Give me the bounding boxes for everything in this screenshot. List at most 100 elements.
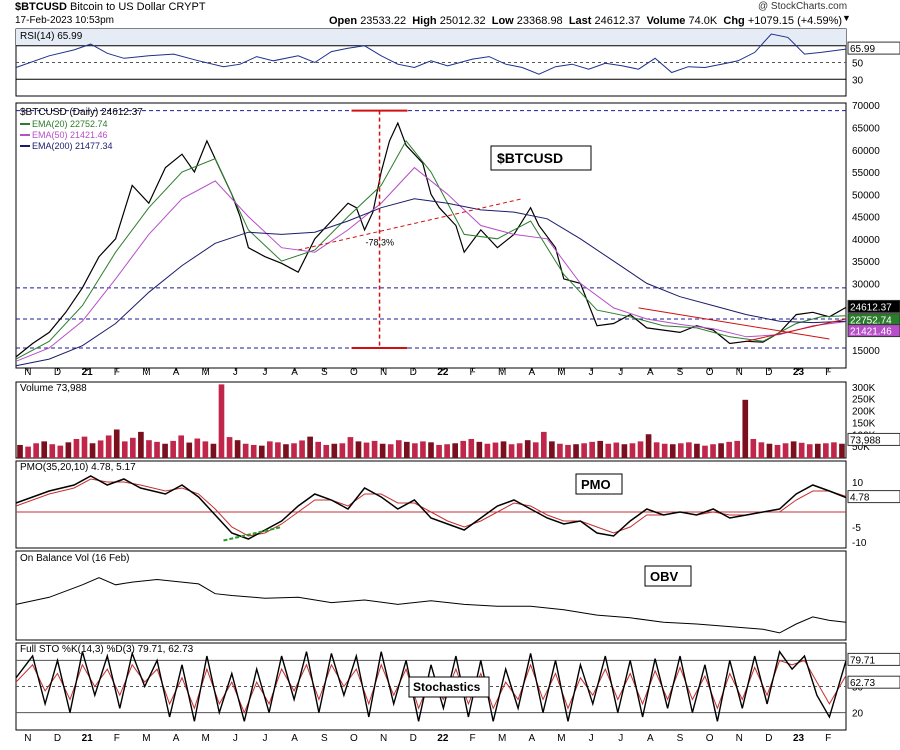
x-tick-label: S	[677, 367, 684, 378]
rsi-value-box	[847, 41, 900, 55]
volume-bar	[565, 444, 571, 458]
volume-title: Volume 73,988	[20, 383, 87, 394]
volume-bar	[202, 441, 209, 458]
volume-bar	[540, 431, 547, 458]
x-tick-label: A	[647, 733, 654, 744]
x-tick-label: D	[54, 367, 61, 378]
chart-date: 17-Feb-2023 10:53pm	[15, 15, 114, 26]
pmo-value: 4.78	[850, 493, 870, 504]
menu-triangle-icon[interactable]: ▼	[842, 13, 851, 23]
volume-bar	[758, 442, 765, 458]
volume-bar	[589, 441, 595, 458]
volume-bar	[428, 442, 434, 458]
volume-bar	[250, 444, 257, 458]
volume-bar	[702, 445, 708, 458]
x-tick-label: M	[557, 733, 565, 744]
volume-bar	[782, 443, 789, 458]
pmo-divergence-line	[223, 526, 282, 542]
price-label-box-frame	[490, 145, 592, 171]
symbol-name: Bitcoin to US Dollar	[70, 1, 166, 13]
symbol: $BTCUSD	[15, 1, 67, 13]
volume-bar	[597, 440, 604, 458]
volume-y-tick: 250K	[852, 395, 876, 406]
volume-y-tick: 150K	[852, 418, 876, 429]
volume-bar	[186, 442, 193, 458]
x-tick-label: J	[589, 733, 594, 744]
volume-bar	[17, 444, 23, 458]
legend-entry: EMA(200) 21477.34	[32, 141, 113, 151]
price-label-box: $BTCUSD	[497, 150, 563, 166]
volume-bar	[363, 442, 370, 458]
legend-entry: EMA(20) 22752.74	[32, 119, 108, 129]
x-tick-label: M	[202, 367, 210, 378]
volume-bar	[718, 443, 724, 458]
volume-bar	[412, 443, 418, 458]
volume-bar	[33, 443, 39, 458]
volume-bar	[315, 441, 322, 458]
sto-title: Full STO %K(14,3) %D(3) 79.71, 62.73	[20, 644, 194, 655]
volume-bar	[476, 441, 483, 458]
volume-value: 74.0K	[688, 15, 718, 27]
price-y-tick: 35000	[852, 257, 880, 268]
volume-bar	[726, 441, 732, 458]
pmo-y-tick: -5	[852, 523, 861, 534]
volume-bar	[831, 442, 837, 458]
volume-bar	[661, 443, 668, 458]
price-series-1	[15, 140, 847, 360]
pmo-label-box: PMO	[581, 477, 611, 492]
rsi-y-tick: 50	[852, 59, 864, 70]
price-ema20-value: 22752.74	[850, 316, 892, 327]
volume-value: 73,988	[850, 435, 881, 446]
volume-bar	[275, 442, 281, 458]
sto-k-value-box	[847, 652, 900, 666]
x-tick-label: N	[380, 367, 387, 378]
volume-bar	[677, 443, 684, 458]
volume-bar	[387, 444, 394, 458]
x-tick-label: A	[647, 367, 654, 378]
volume-bar	[653, 442, 660, 458]
price-ema50-value-box	[847, 324, 900, 338]
trendline-falling	[638, 307, 830, 340]
legend-entry: EMA(50) 21421.46	[32, 130, 108, 140]
x-tick-label: M	[142, 367, 150, 378]
x-tick-label: S	[321, 367, 328, 378]
volume-bar	[734, 440, 741, 458]
pmo-value-box	[847, 490, 900, 504]
x-tick-label: D	[410, 367, 417, 378]
volume-bar	[669, 444, 676, 458]
panel-frame-pmo	[15, 460, 847, 549]
volume-bar	[742, 399, 749, 458]
rsi-line	[15, 33, 847, 75]
volume-bar	[645, 434, 652, 458]
volume-bar	[339, 443, 346, 458]
x-tick-label: J	[263, 367, 268, 378]
pmo-y-tick: -10	[852, 538, 867, 549]
volume-bar	[524, 440, 531, 458]
x-tick-label: D	[54, 733, 61, 744]
x-tick-label: J	[263, 733, 268, 744]
drawdown-label: -78.3%	[366, 238, 395, 248]
x-tick-label: 21	[82, 367, 94, 378]
panel-frame-price	[15, 102, 847, 369]
obv-label-box-frame	[644, 565, 692, 587]
x-tick-label: M	[498, 367, 506, 378]
pmo-title: PMO(35,20,10) 4.78, 5.17	[20, 462, 136, 473]
x-tick-label: A	[173, 367, 180, 378]
volume-bar	[170, 440, 176, 458]
volume-value-box	[847, 432, 900, 446]
sto-label-box-frame	[408, 676, 490, 698]
price-y-tick: 30000	[852, 279, 880, 290]
x-tick-label: J	[233, 733, 238, 744]
volume-bar	[138, 431, 144, 458]
volume-bar	[549, 441, 555, 458]
volume-bar	[436, 444, 442, 458]
volume-bar	[242, 443, 249, 458]
price-y-tick: 50000	[852, 190, 880, 201]
x-tick-label: 23	[793, 367, 805, 378]
exchange: CRYPT	[168, 1, 206, 13]
x-tick-label: N	[380, 733, 387, 744]
high-value: 25012.32	[439, 15, 486, 27]
volume-y-tick: 300K	[852, 383, 876, 394]
obv-line	[15, 577, 847, 634]
volume-bar	[492, 442, 499, 458]
